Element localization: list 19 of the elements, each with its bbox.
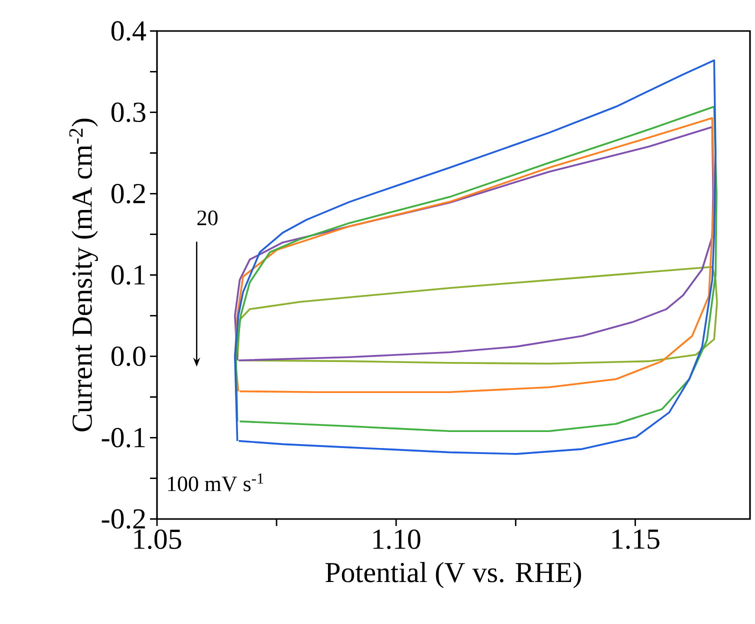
- y-tick-label: 0.1: [111, 265, 145, 285]
- y-axis-title: Current Density (mA cm$^{-2}$): [69, 118, 98, 432]
- line-series: [235, 106, 718, 432]
- y-tick-label: -0.2: [102, 509, 145, 529]
- x-tick-label: 1.05: [134, 530, 182, 550]
- annotation: 100 mV s$^{-1}$: [168, 473, 264, 492]
- y-tick-label: 0.0: [111, 346, 146, 366]
- x-tick-label: 1.15: [612, 530, 660, 549]
- line-series: [236, 266, 718, 365]
- y-tick-label: -0.1: [102, 428, 145, 448]
- x-axis-title: Potential (V vs. RHE): [326, 562, 582, 588]
- annotation: 20: [197, 210, 218, 226]
- y-tick-label: 0.4: [111, 21, 146, 41]
- line-series: [234, 59, 716, 455]
- x-tick-label: 1.10: [373, 530, 420, 550]
- y-tick-label: 0.2: [111, 184, 145, 204]
- line-series: [234, 126, 714, 362]
- line-series: [234, 117, 716, 394]
- y-tick-label: 0.3: [111, 102, 146, 122]
